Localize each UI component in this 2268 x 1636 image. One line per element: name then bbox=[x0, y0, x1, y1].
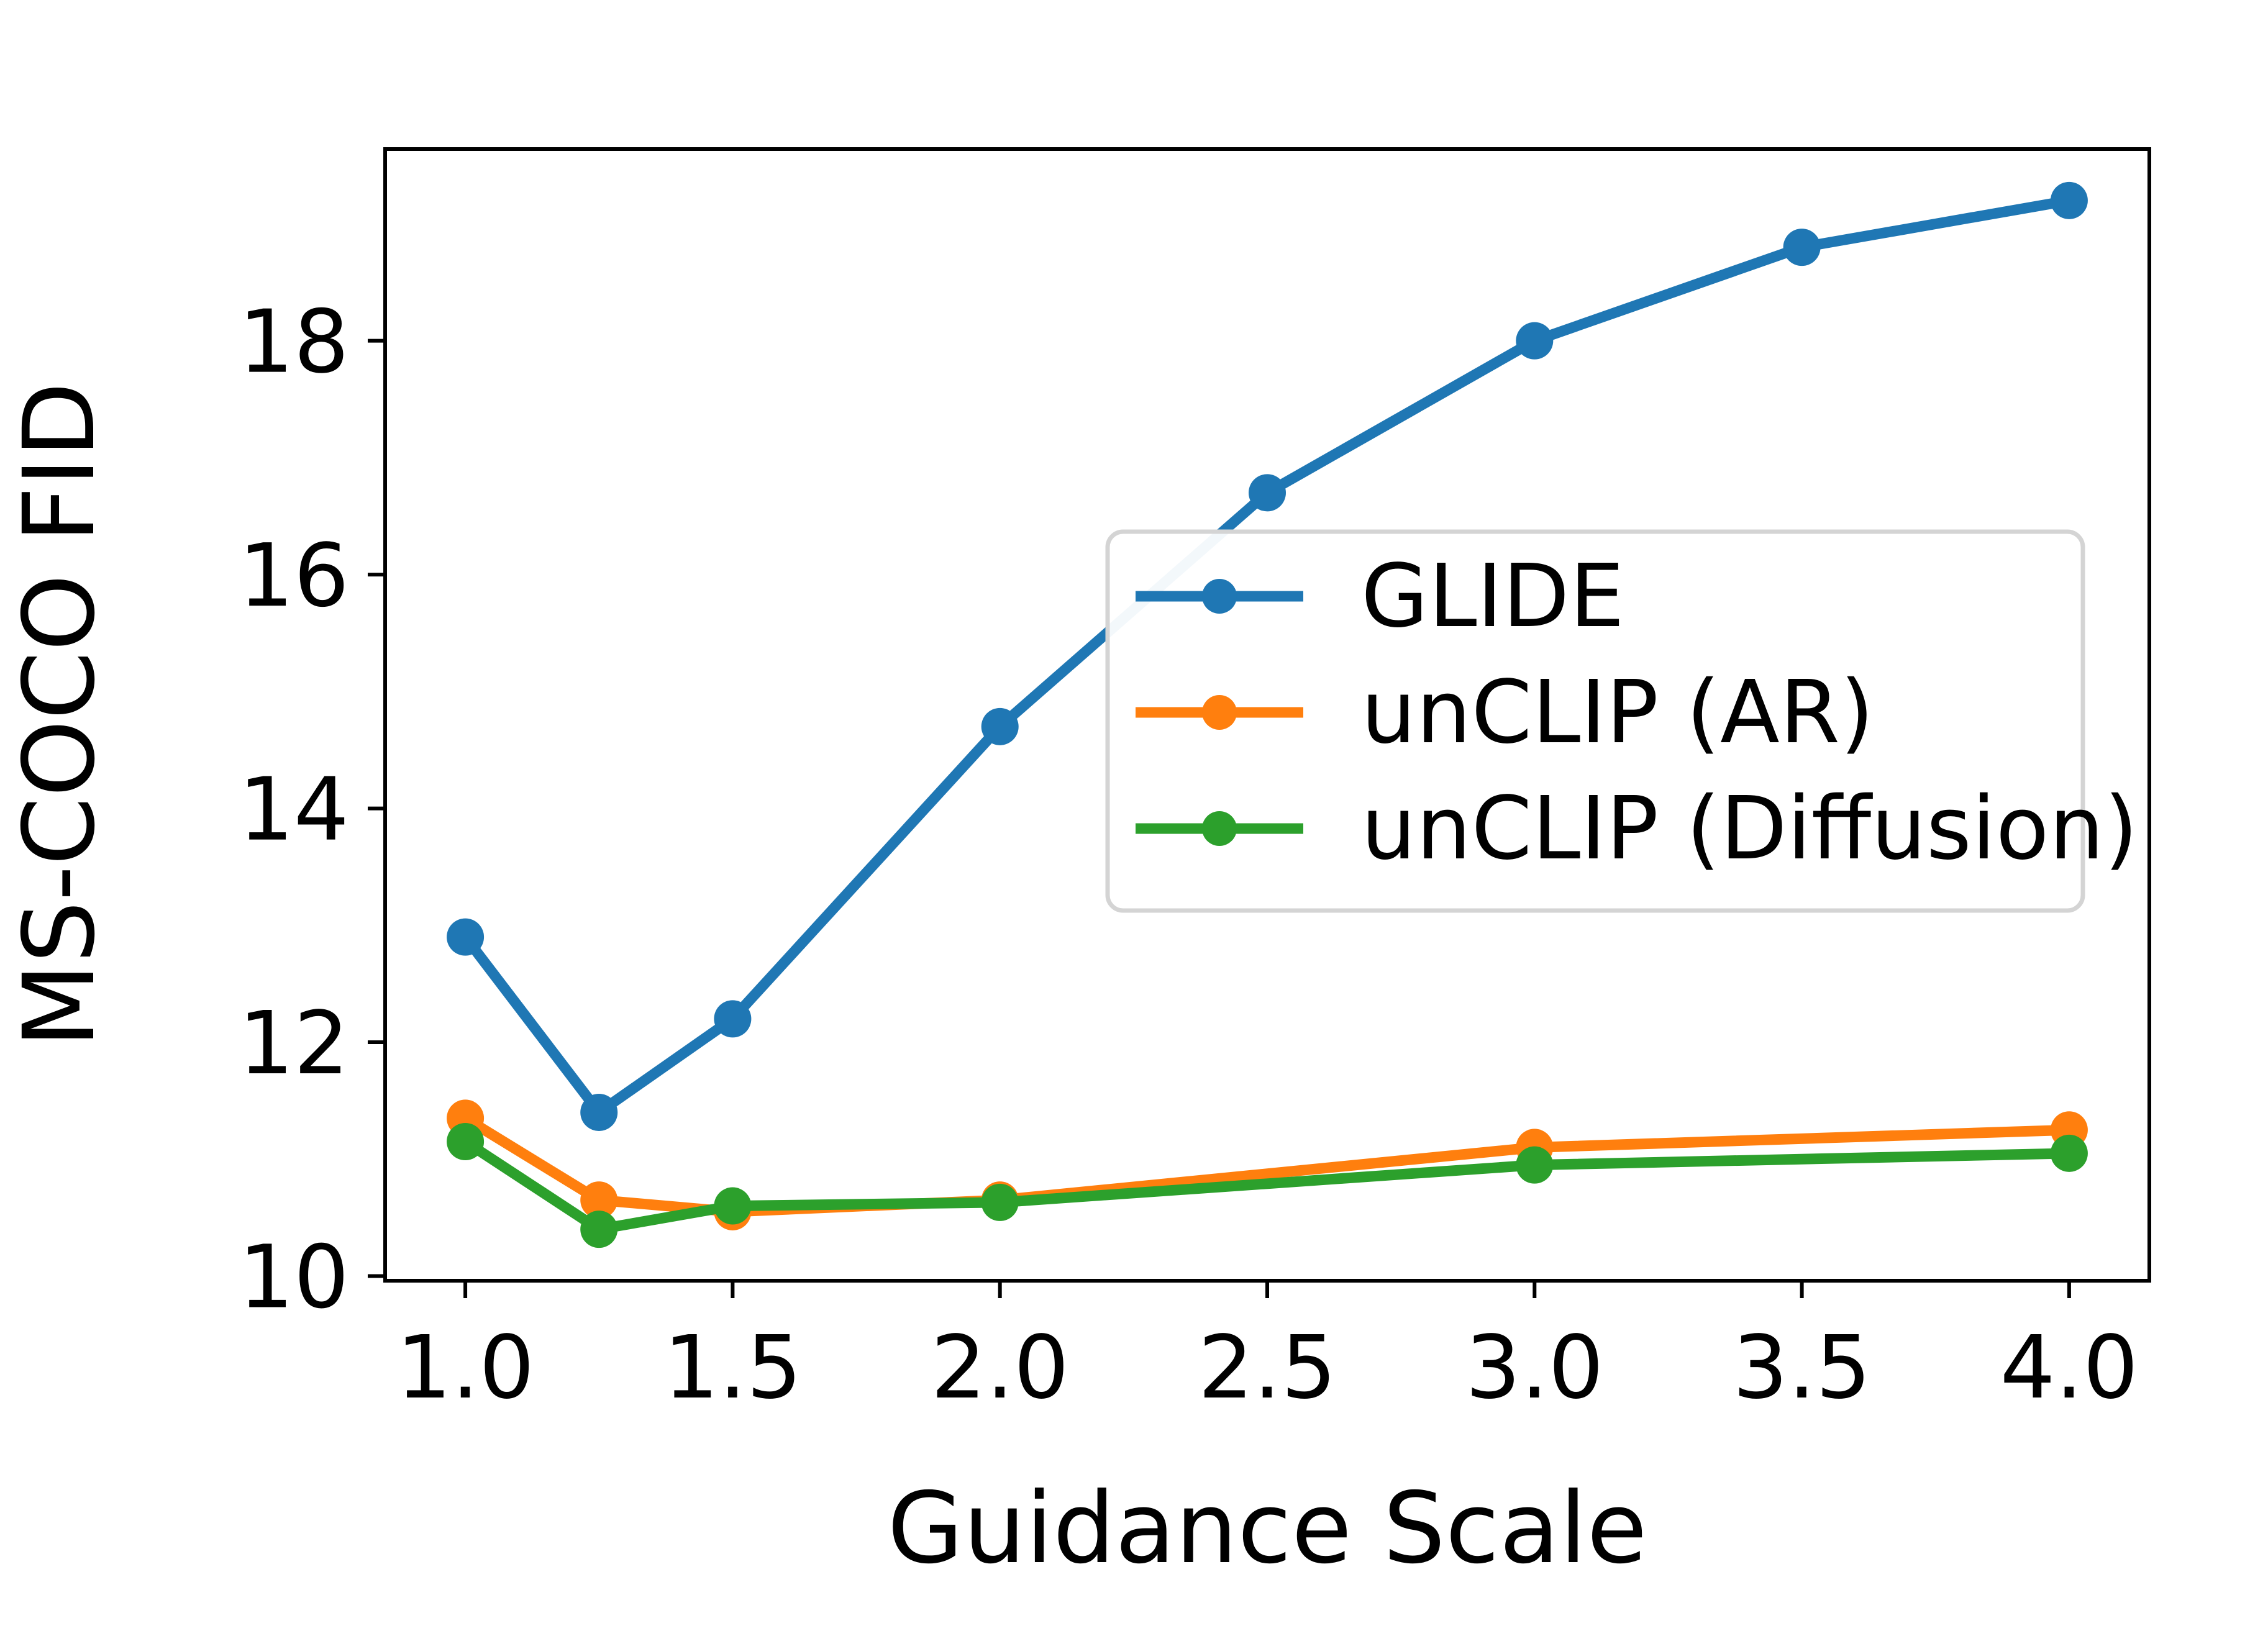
legend-label: unCLIP (AR) bbox=[1361, 662, 1874, 763]
y-tick-label: 12 bbox=[239, 993, 349, 1094]
axis-ticks: 1.0 1.5 2.0 2.5 3.0 3.5 4.0 10 12 14 16 18 bbox=[239, 292, 2138, 1419]
data-point bbox=[1783, 229, 1821, 266]
data-series bbox=[447, 181, 2088, 1248]
legend-box bbox=[1105, 529, 2085, 913]
data-point bbox=[1249, 474, 1286, 512]
x-axis-label: Guidance Scale bbox=[887, 1471, 1647, 1586]
data-point bbox=[714, 1187, 752, 1225]
data-point bbox=[447, 1123, 485, 1161]
y-tick-label: 18 bbox=[239, 292, 349, 393]
x-tick-label: 1.5 bbox=[663, 1317, 802, 1419]
data-point bbox=[580, 1211, 618, 1248]
y-tick-label: 14 bbox=[239, 760, 349, 861]
data-point bbox=[714, 1000, 752, 1038]
data-point bbox=[447, 918, 485, 956]
y-tick-label: 16 bbox=[239, 525, 349, 627]
legend-item: unCLIP (Diffusion) bbox=[1136, 778, 2138, 879]
legend-marker bbox=[1202, 695, 1237, 730]
x-tick-label: 3.5 bbox=[1733, 1317, 1871, 1419]
x-tick-label: 2.0 bbox=[931, 1317, 1069, 1419]
data-point bbox=[981, 1183, 1019, 1221]
data-point bbox=[580, 1181, 618, 1219]
legend-label: unCLIP (Diffusion) bbox=[1361, 778, 2138, 879]
legend-marker bbox=[1202, 811, 1237, 846]
data-point bbox=[1516, 322, 1554, 360]
legend-item: unCLIP (AR) bbox=[1136, 662, 1874, 763]
legend-marker bbox=[1202, 579, 1237, 614]
x-tick-label: 3.0 bbox=[1465, 1317, 1604, 1419]
data-point bbox=[580, 1093, 618, 1131]
legend-item: GLIDE bbox=[1136, 546, 1624, 647]
data-point bbox=[981, 707, 1019, 745]
legend: GLIDE unCLIP (AR) unCLIP (Diffusion) bbox=[1105, 529, 2138, 913]
data-point bbox=[1516, 1146, 1554, 1184]
y-axis-label: MS-COCO FID bbox=[2, 382, 117, 1048]
series-line-unclip-diffusion bbox=[462, 1137, 2070, 1235]
x-tick-label: 4.0 bbox=[2000, 1317, 2139, 1419]
series-line-unclip-ar bbox=[462, 1114, 2070, 1217]
x-tick-label: 1.0 bbox=[396, 1317, 535, 1419]
y-tick-label: 10 bbox=[239, 1227, 349, 1328]
legend-label: GLIDE bbox=[1361, 546, 1624, 647]
x-tick-label: 2.5 bbox=[1198, 1317, 1337, 1419]
data-point bbox=[2050, 1134, 2088, 1172]
data-point bbox=[2050, 181, 2088, 219]
